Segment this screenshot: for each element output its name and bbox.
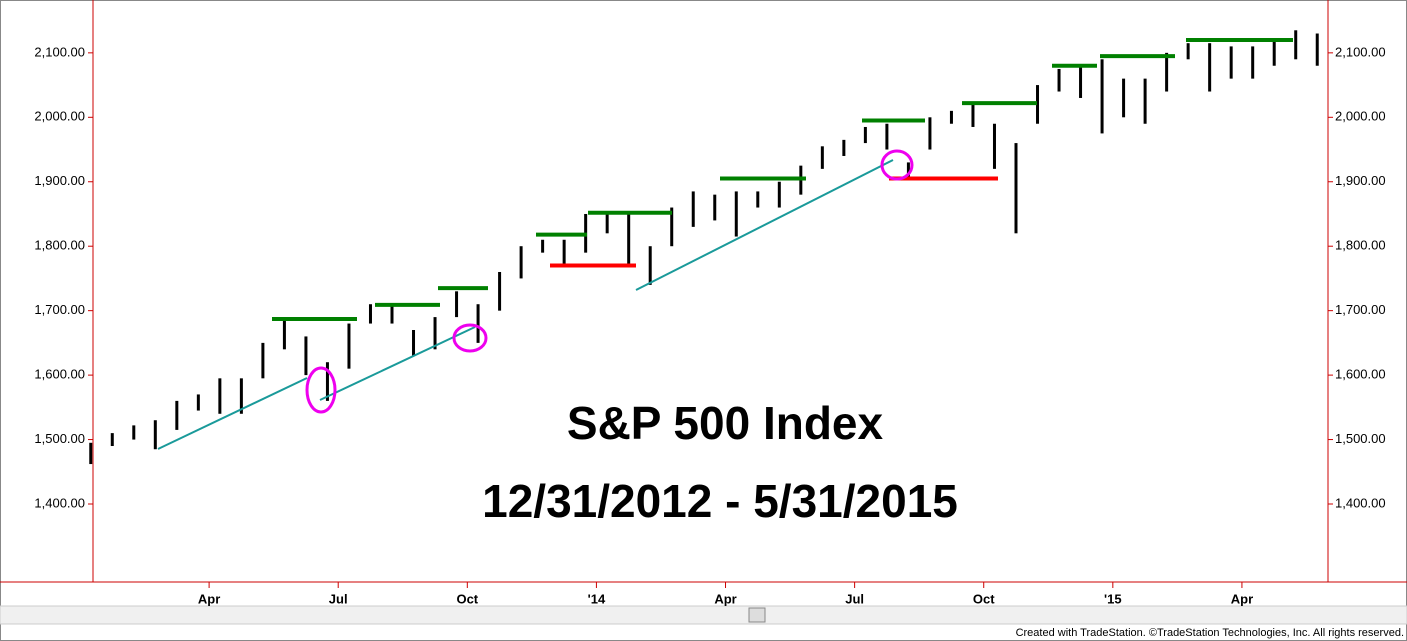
price-bar	[842, 139, 846, 156]
price-bar	[1036, 85, 1040, 124]
price-bar	[261, 342, 265, 379]
price-bar	[1272, 39, 1276, 66]
price-bar	[691, 191, 695, 227]
price-bar	[110, 433, 114, 447]
y-tick-label-right: 1,800.00	[1335, 238, 1386, 253]
price-bar	[713, 194, 717, 221]
trendline	[635, 159, 894, 291]
price-bar	[218, 378, 222, 414]
y-tick-label-right: 1,700.00	[1335, 302, 1386, 317]
y-tick-label: 1,900.00	[34, 173, 85, 188]
price-bar	[412, 329, 416, 356]
trendline	[319, 326, 476, 401]
price-bar	[1315, 33, 1319, 66]
price-bar	[1186, 43, 1190, 60]
price-bar	[1100, 59, 1104, 134]
scrollbar[interactable]	[0, 605, 1407, 625]
y-tick-label-right: 2,000.00	[1335, 109, 1386, 124]
x-tick-label: Oct	[456, 591, 478, 606]
price-bar	[670, 207, 674, 247]
price-bar	[627, 213, 631, 266]
x-tick-label: Apr	[198, 591, 220, 606]
highlight-circle	[305, 366, 337, 414]
y-tick-label: 2,000.00	[34, 109, 85, 124]
price-bar	[175, 400, 179, 430]
price-bar	[863, 126, 867, 144]
y-tick-label: 1,700.00	[34, 302, 85, 317]
highlight-circle	[452, 323, 488, 353]
price-bar	[734, 191, 738, 237]
price-bar	[541, 239, 545, 253]
trendline	[157, 377, 308, 450]
x-tick-label: '15	[1104, 591, 1122, 606]
price-bar	[519, 246, 523, 279]
price-bar	[1014, 143, 1018, 234]
price-bar	[605, 213, 609, 234]
price-bar	[756, 191, 760, 208]
price-bar	[1079, 65, 1083, 98]
y-tick-label-right: 1,400.00	[1335, 495, 1386, 510]
chart-title: S&P 500 Index	[567, 397, 884, 449]
x-tick-label: '14	[588, 591, 606, 606]
y-tick-label-right: 1,600.00	[1335, 367, 1386, 382]
x-tick-label: Oct	[973, 591, 995, 606]
price-bar	[648, 246, 652, 285]
price-bar	[239, 378, 243, 414]
price-bar	[1143, 78, 1147, 124]
price-bar	[368, 304, 372, 324]
price-bar	[89, 442, 93, 465]
highlight-circle	[880, 149, 914, 181]
price-bar	[928, 117, 932, 150]
price-bar	[906, 162, 910, 179]
price-bar	[1229, 46, 1233, 79]
price-bar	[992, 123, 996, 169]
y-tick-label: 1,400.00	[34, 495, 85, 510]
price-bar	[1122, 78, 1126, 118]
x-tick-label: Jul	[329, 591, 348, 606]
y-tick-label-right: 2,100.00	[1335, 44, 1386, 59]
price-bar	[476, 304, 480, 343]
price-bar	[455, 291, 459, 318]
y-tick-label: 2,100.00	[34, 44, 85, 59]
price-bar	[132, 425, 136, 440]
price-bar	[325, 362, 329, 401]
price-bar	[153, 420, 157, 450]
y-tick-label-right: 1,500.00	[1335, 431, 1386, 446]
price-bar	[1294, 30, 1298, 60]
price-bar	[885, 123, 889, 150]
y-tick-label: 1,800.00	[34, 238, 85, 253]
price-bar	[820, 146, 824, 169]
price-bar	[282, 319, 286, 350]
price-bar	[1165, 52, 1169, 92]
price-bar	[347, 323, 351, 369]
footer: Created with TradeStation. ©TradeStation…	[1016, 627, 1404, 639]
price-bar	[498, 271, 502, 311]
scroll-thumb[interactable]	[748, 607, 766, 623]
price-bar	[562, 239, 566, 266]
y-tick-label: 1,600.00	[34, 367, 85, 382]
price-bar	[433, 317, 437, 350]
price-bar	[777, 181, 781, 208]
x-tick-label: Apr	[714, 591, 736, 606]
annotations	[157, 159, 894, 450]
price-bar	[196, 394, 200, 411]
price-bar	[1251, 46, 1255, 79]
y-tick-label: 1,500.00	[34, 431, 85, 446]
x-tick-label: Apr	[1231, 591, 1253, 606]
price-bar	[971, 104, 975, 127]
y-tick-label-right: 1,900.00	[1335, 173, 1386, 188]
price-bar	[304, 336, 308, 376]
price-bar	[390, 304, 394, 324]
x-tick-label: Jul	[845, 591, 864, 606]
price-bar	[1208, 43, 1212, 92]
price-bar	[1057, 68, 1061, 92]
chart-subtitle: 12/31/2012 - 5/31/2015	[482, 475, 958, 527]
price-bar	[949, 110, 953, 124]
